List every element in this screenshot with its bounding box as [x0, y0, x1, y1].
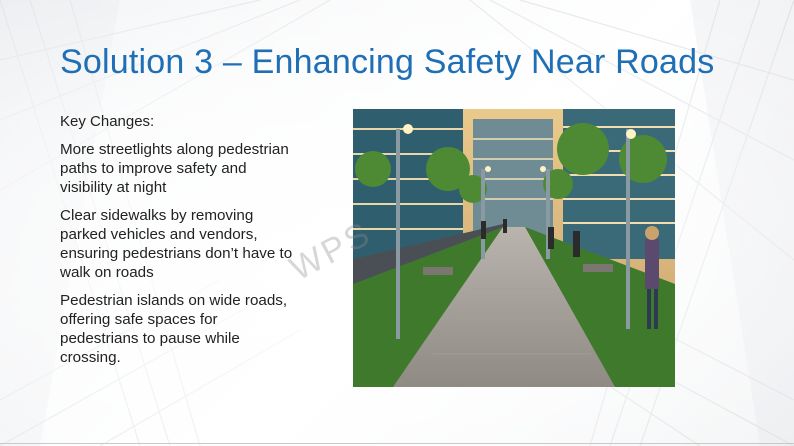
pedestrian-street-photo [353, 109, 675, 387]
bullet-pedestrian-islands: Pedestrian islands on wide roads, offeri… [60, 292, 288, 366]
body-text: Key Changes: More streetlights along ped… [60, 113, 296, 376]
bullet-streetlights: More streetlights along pedestrian paths… [60, 141, 289, 196]
bottom-divider [0, 443, 794, 444]
bullet-clear-sidewalks: Clear sidewalks by removing parked vehic… [60, 207, 293, 281]
key-changes-heading: Key Changes: [60, 113, 155, 130]
slide-title: Solution 3 – Enhancing Safety Near Roads [60, 43, 715, 81]
